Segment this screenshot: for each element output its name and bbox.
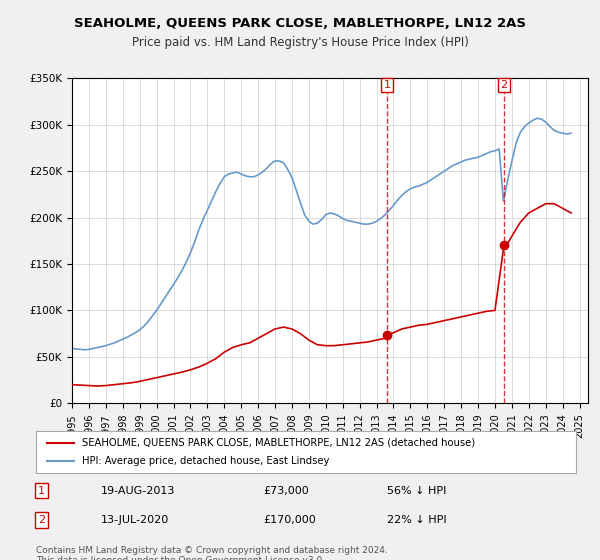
Text: 22% ↓ HPI: 22% ↓ HPI <box>387 515 446 525</box>
Text: SEAHOLME, QUEENS PARK CLOSE, MABLETHORPE, LN12 2AS: SEAHOLME, QUEENS PARK CLOSE, MABLETHORPE… <box>74 17 526 30</box>
Text: SEAHOLME, QUEENS PARK CLOSE, MABLETHORPE, LN12 2AS (detached house): SEAHOLME, QUEENS PARK CLOSE, MABLETHORPE… <box>82 438 475 448</box>
Text: 1: 1 <box>383 80 391 90</box>
Text: 2: 2 <box>500 80 508 90</box>
Text: £170,000: £170,000 <box>263 515 316 525</box>
Text: 56% ↓ HPI: 56% ↓ HPI <box>387 486 446 496</box>
Text: £73,000: £73,000 <box>263 486 308 496</box>
Text: 2: 2 <box>38 515 45 525</box>
Text: 1: 1 <box>38 486 45 496</box>
Text: 19-AUG-2013: 19-AUG-2013 <box>101 486 175 496</box>
Text: HPI: Average price, detached house, East Lindsey: HPI: Average price, detached house, East… <box>82 456 329 466</box>
Text: Price paid vs. HM Land Registry's House Price Index (HPI): Price paid vs. HM Land Registry's House … <box>131 36 469 49</box>
Text: Contains HM Land Registry data © Crown copyright and database right 2024.
This d: Contains HM Land Registry data © Crown c… <box>36 546 388 560</box>
Text: 13-JUL-2020: 13-JUL-2020 <box>101 515 169 525</box>
